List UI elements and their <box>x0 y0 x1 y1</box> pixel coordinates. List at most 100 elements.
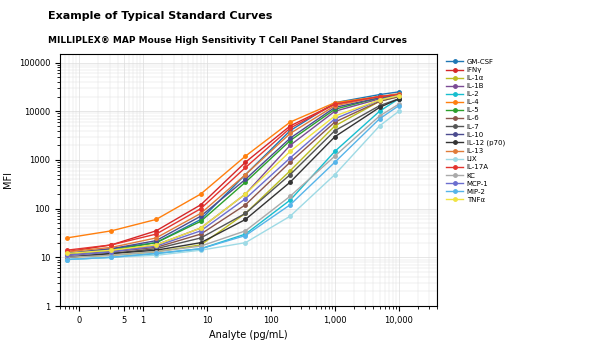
IL-7 <box>197 236 204 240</box>
IL-13 <box>63 249 70 254</box>
IL-10 <box>376 95 383 100</box>
IFNγ <box>108 243 115 247</box>
IL-2 <box>286 198 294 202</box>
IFNγ <box>197 203 204 207</box>
IL-13 <box>197 211 204 216</box>
MCP-1 <box>286 156 294 160</box>
Line: MCP-1: MCP-1 <box>65 94 401 257</box>
X-axis label: Analyte (pg/mL): Analyte (pg/mL) <box>209 330 288 340</box>
Line: IL-6: IL-6 <box>65 95 401 257</box>
IL-12 (p70) <box>197 240 204 245</box>
MCP-1 <box>197 229 204 233</box>
IL-6 <box>395 94 403 99</box>
IL-1B <box>242 192 249 196</box>
IL-4 <box>108 229 115 233</box>
KC <box>242 229 249 233</box>
IL-1B <box>286 143 294 148</box>
IL-17A <box>376 94 383 99</box>
MCP-1 <box>63 253 70 257</box>
IL-10 <box>331 105 338 109</box>
IL-7 <box>108 251 115 256</box>
KC <box>63 255 70 260</box>
IL-6 <box>108 249 115 254</box>
IFNγ <box>376 94 383 99</box>
IL-12 (p70) <box>395 97 403 101</box>
IL-17A <box>63 248 70 252</box>
MIP-2 <box>63 257 70 262</box>
IL-17A <box>242 165 249 170</box>
IL-17A <box>395 93 403 97</box>
IL-7 <box>242 211 249 216</box>
IL-4 <box>153 217 160 222</box>
Text: Example of Typical Standard Curves: Example of Typical Standard Curves <box>48 11 273 21</box>
IL-7 <box>63 255 70 260</box>
IL-4 <box>376 94 383 99</box>
IL-10 <box>108 247 115 251</box>
MCP-1 <box>376 98 383 102</box>
MIP-2 <box>395 104 403 108</box>
Line: IL-1B: IL-1B <box>65 94 401 257</box>
KC <box>286 194 294 198</box>
IL-1α <box>242 211 249 216</box>
MCP-1 <box>153 244 160 248</box>
IL-10 <box>395 93 403 97</box>
Line: KC: KC <box>65 102 401 259</box>
IL-2 <box>63 257 70 262</box>
IL-1B <box>331 109 338 113</box>
IL-2 <box>153 251 160 256</box>
IL-1B <box>395 93 403 98</box>
Line: GM-CSF: GM-CSF <box>65 90 401 255</box>
Text: MILLIPLEX® MAP Mouse High Sensitivity T Cell Panel Standard Curves: MILLIPLEX® MAP Mouse High Sensitivity T … <box>48 36 407 45</box>
IFNγ <box>286 124 294 128</box>
Line: IL-10: IL-10 <box>65 93 401 255</box>
IL-17A <box>153 232 160 236</box>
IL-4 <box>242 154 249 158</box>
GM-CSF <box>395 90 403 94</box>
IL-1α <box>63 255 70 260</box>
IL-6 <box>331 120 338 124</box>
IL-13 <box>286 131 294 136</box>
LIX <box>197 248 204 252</box>
IL-5 <box>153 240 160 245</box>
Line: IL-7: IL-7 <box>65 97 401 259</box>
IL-6 <box>376 99 383 103</box>
Line: IL-4: IL-4 <box>65 93 401 240</box>
IL-13 <box>153 236 160 240</box>
IL-2 <box>395 97 403 101</box>
IL-1α <box>331 124 338 128</box>
IL-1α <box>376 99 383 103</box>
IFNγ <box>395 93 403 97</box>
Line: IL-2: IL-2 <box>65 97 401 261</box>
Line: IL-12 (p70): IL-12 (p70) <box>65 97 401 259</box>
MIP-2 <box>108 255 115 260</box>
IL-6 <box>286 160 294 164</box>
GM-CSF <box>63 251 70 256</box>
IL-1α <box>108 253 115 257</box>
KC <box>376 114 383 118</box>
IL-7 <box>153 247 160 251</box>
MCP-1 <box>242 197 249 201</box>
Legend: GM-CSF, IFNγ, IL-1α, IL-1B, IL-2, IL-4, IL-5, IL-6, IL-7, IL-10, IL-12 (p70), IL: GM-CSF, IFNγ, IL-1α, IL-1B, IL-2, IL-4, … <box>444 58 506 204</box>
LIX <box>395 109 403 113</box>
IL-5 <box>63 251 70 256</box>
IL-7 <box>395 97 403 101</box>
IL-1α <box>153 249 160 254</box>
LIX <box>108 255 115 260</box>
IL-5 <box>395 93 403 97</box>
LIX <box>153 253 160 257</box>
IL-6 <box>153 245 160 249</box>
IL-12 (p70) <box>376 105 383 109</box>
IFNγ <box>63 249 70 254</box>
Line: IL-17A: IL-17A <box>65 93 401 252</box>
MIP-2 <box>376 117 383 121</box>
IFNγ <box>153 229 160 233</box>
GM-CSF <box>286 129 294 133</box>
IL-10 <box>242 177 249 181</box>
LIX <box>331 172 338 177</box>
IL-13 <box>242 172 249 177</box>
GM-CSF <box>331 100 338 105</box>
IL-17A <box>286 126 294 130</box>
GM-CSF <box>108 247 115 251</box>
IL-1B <box>376 97 383 101</box>
IL-4 <box>63 236 70 240</box>
